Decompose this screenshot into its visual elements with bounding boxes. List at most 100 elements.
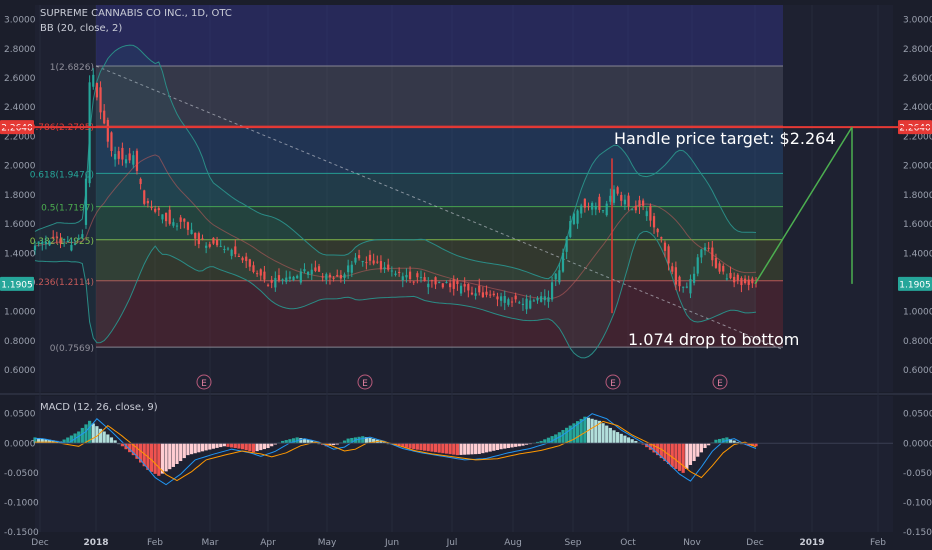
candle-body [84,178,88,225]
candle-body [201,238,204,240]
candle-body [110,132,113,151]
candle-body [143,190,146,204]
macd-histogram-bar [575,421,580,444]
macd-histogram-bar [747,443,751,446]
candle-body [740,278,743,286]
candle-body [256,273,259,275]
macd-histogram-bar [656,443,660,456]
macd-histogram-bar [699,443,703,453]
candle-body [103,110,106,124]
candle-body [416,273,419,278]
macd-histogram-bar [561,430,565,444]
candle-body [328,274,332,278]
right-macd-tick: -0.0500 [903,469,932,479]
macd-histogram-bar [302,438,307,444]
macd-histogram-bar [514,443,518,447]
macd-histogram-bar [168,443,172,470]
candle-body [128,153,131,161]
candle-body [288,276,291,279]
macd-histogram-bar [128,443,132,453]
candle-body [492,293,495,296]
macd-histogram-bar [481,443,485,454]
right-price-tick: 2.4000 [903,103,932,113]
macd-histogram-bar [179,443,183,462]
candle-body [63,239,66,241]
macd-histogram-bar [572,423,576,444]
candle-body [459,285,463,294]
candle-body [419,277,423,279]
macd-histogram-bar [750,443,754,446]
macd-histogram-bar [535,441,540,444]
macd-histogram-bar [674,443,678,469]
macd-histogram-bar [470,443,474,455]
candle-body [354,257,357,263]
candle-body [707,247,710,249]
candle-body [496,296,499,300]
left-price-tick: 2.8000 [4,45,36,55]
x-tick-label: 2019 [799,538,824,548]
x-tick-label: Oct [620,538,636,548]
candle-body [266,284,270,286]
macd-histogram-bar [69,435,74,444]
right-price-tick: 2.0000 [903,162,932,172]
macd-histogram-bar [488,443,492,452]
macd-histogram-bar [667,443,671,464]
macd-histogram-bar [565,427,569,444]
macd-histogram-bar [299,438,303,444]
earnings-marker: E [362,379,368,389]
candle-body [314,267,317,271]
candle-body [547,297,550,302]
candle-body [55,236,58,238]
candle-body [299,271,302,283]
macd-histogram-bar [459,443,463,455]
macd-histogram-bar [197,443,201,453]
candle-body [594,205,597,210]
candle-body [583,198,586,208]
left-price-tick: 2.6000 [4,74,36,84]
candle-body [591,202,594,210]
macd-histogram-bar [259,443,263,451]
candle-body [408,271,412,280]
candle-body [270,279,273,283]
macd-histogram-bar [521,443,525,446]
macd-histogram-bar [77,431,81,444]
candle-body [722,265,725,272]
candle-body [296,275,299,279]
bb-upper [34,44,757,280]
candle-body [470,292,474,295]
macd-histogram-bar [361,436,365,444]
macd-histogram-bar [102,431,106,444]
candle-body [612,189,616,203]
macd-histogram-bar [149,443,154,472]
candle-body [48,241,51,246]
macd-histogram-bar [714,439,718,444]
x-tick-label: Jun [384,538,399,548]
candle-body [569,221,572,237]
candle-body [696,257,699,274]
macd-histogram-bar [139,443,143,463]
macd-histogram-bar [270,443,274,447]
macd-histogram-bar [677,443,682,471]
left-macd-tick: -0.1500 [4,528,39,538]
macd-histogram-bar [95,426,99,444]
candle-body [507,299,510,305]
macd-histogram-bar [579,418,583,444]
macd-histogram-bar [524,443,529,445]
left-price-tick: 0.8000 [4,337,36,347]
candle-body [503,296,506,303]
macd-histogram-bar [350,437,354,444]
candle-body [310,269,313,275]
candle-body [514,295,517,300]
fib-zone-band [96,280,783,348]
candle-body [434,277,437,285]
right-price-tick: 1.8000 [903,191,932,201]
left-price-tick: 1.4000 [4,249,36,259]
candle-body [77,238,80,240]
left-price-tick: 2.4000 [4,103,36,113]
candle-body [114,153,117,160]
macd-histogram-bar [66,437,70,444]
macd-histogram-bar [251,443,256,453]
candle-body [525,298,528,310]
macd-histogram-bar [186,443,190,456]
candle-body [638,200,641,207]
